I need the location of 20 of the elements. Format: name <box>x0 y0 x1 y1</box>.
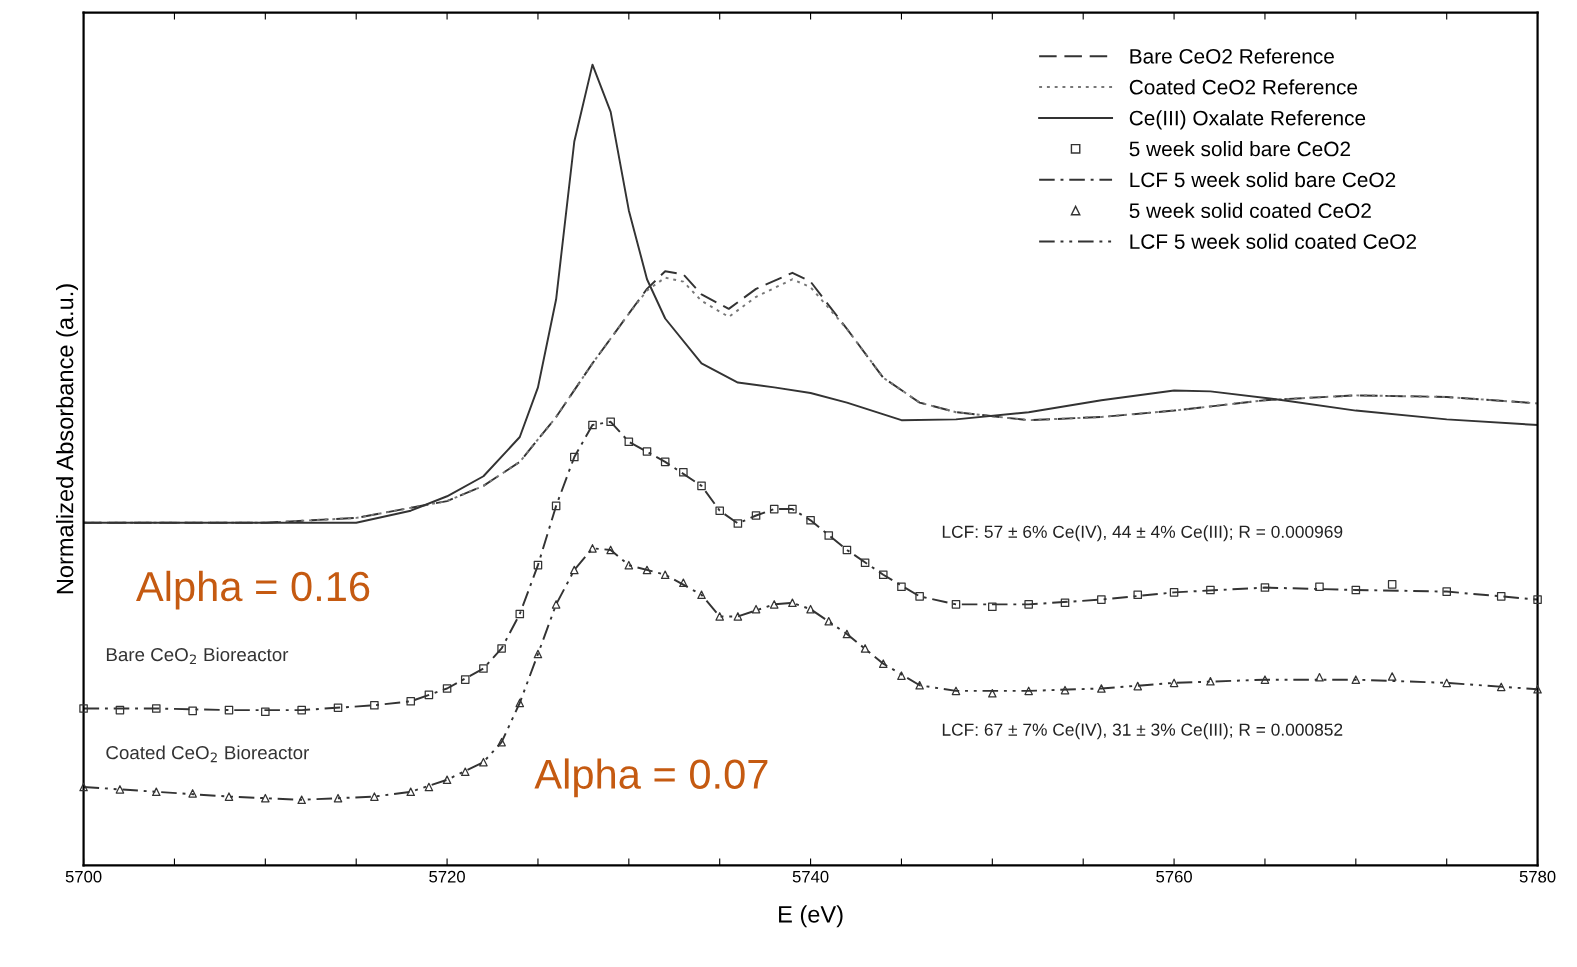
annotation: Alpha = 0.16 <box>136 570 370 610</box>
legend-label: 5 week solid coated CeO2 <box>1129 202 1371 219</box>
x-tick-label: 5760 <box>1156 870 1192 883</box>
legend-label: Bare CeO2 Reference <box>1130 48 1334 64</box>
annotation: Bare CeO$_{2}$ Bioreactor <box>106 647 289 665</box>
x-tick-label: 5740 <box>792 870 829 883</box>
legend-label: Ce(III) Oxalate Reference <box>1129 110 1366 130</box>
legend-label: LCF 5 week solid coated CeO2 <box>1130 233 1417 249</box>
annotation: LCF: 57 ± 6% Ce(IV), 44 ± 4% Ce(III); R = 0.000969 <box>942 525 1343 542</box>
y-axis-title: Normalized Absorbance (a.u.) <box>56 284 79 594</box>
x-tick-label: 5700 <box>65 870 102 883</box>
legend-label: 5 week solid bare CeO2 <box>1129 141 1351 157</box>
legend-label: Coated CeO2 Reference <box>1129 79 1358 95</box>
annotation: LCF: 67 ± 7% Ce(IV), 31 ± 3% Ce(III); R = 0.000852 <box>942 723 1343 740</box>
legend-label: LCF 5 week solid bare CeO2 <box>1130 171 1396 188</box>
x-tick-label: 5720 <box>429 870 465 883</box>
annotation: Alpha = 0.07 <box>534 758 768 798</box>
x-tick-label: 5780 <box>1519 870 1556 883</box>
x-axis-title: E (eV) <box>779 905 843 928</box>
annotation: Coated CeO$_{2}$ Bioreactor <box>106 745 310 763</box>
